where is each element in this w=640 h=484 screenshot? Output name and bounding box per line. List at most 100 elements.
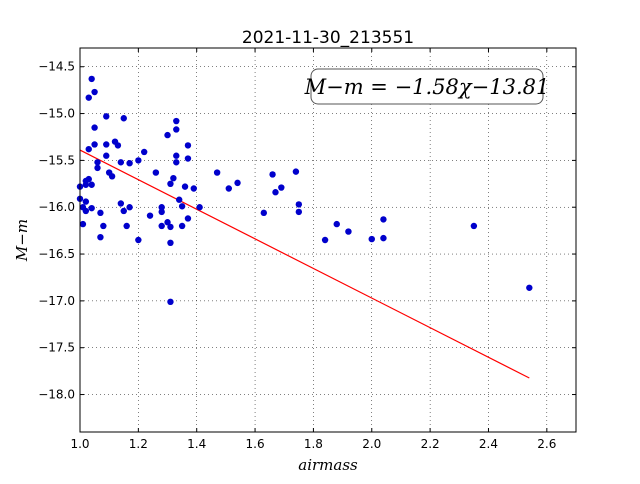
y-tick-label: −14.5	[38, 60, 75, 74]
data-point	[181, 183, 189, 190]
data-point	[164, 131, 171, 139]
data-point	[135, 157, 142, 164]
data-point	[126, 204, 133, 211]
fit-line	[79, 149, 530, 379]
data-point	[140, 148, 148, 156]
grid-layer	[79, 48, 576, 432]
x-tick-label: 2.4	[479, 437, 498, 451]
data-point	[152, 169, 160, 176]
data-point	[120, 115, 127, 122]
data-point	[91, 141, 98, 148]
x-tick-label: 2.0	[362, 437, 381, 451]
y-tick-label: −16.5	[38, 247, 75, 261]
fit-layer	[79, 149, 530, 379]
data-point	[292, 168, 300, 175]
data-point	[126, 160, 133, 167]
data-point	[173, 159, 180, 166]
data-point	[173, 126, 180, 133]
x-tick-label: 1.2	[129, 437, 148, 451]
data-point	[85, 145, 92, 153]
x-tick-label: 1.8	[304, 437, 323, 451]
y-tick-label: −17.0	[38, 294, 75, 308]
data-point	[117, 159, 125, 166]
fit-annotation-box	[310, 68, 544, 105]
data-point	[333, 220, 340, 228]
data-point	[260, 209, 268, 217]
x-tick-label: 1.6	[246, 437, 265, 451]
chart-title: 2021-11-30_213551	[242, 28, 414, 48]
data-point	[91, 124, 98, 131]
tick-layer: 1.0 1.2 1.4 1.6 1.8 2.0 2.2 2.4 2.6 −14.5 −15.0 −15…	[38, 48, 576, 451]
data-point	[368, 235, 375, 243]
data-point	[178, 203, 186, 210]
data-point	[82, 198, 90, 205]
data-point	[173, 152, 180, 159]
data-point	[167, 239, 174, 247]
data-point	[158, 208, 165, 216]
data-point	[278, 184, 285, 191]
data-point	[146, 212, 154, 219]
data-point	[184, 142, 192, 149]
data-point	[170, 174, 177, 182]
data-point	[114, 142, 122, 149]
data-point	[79, 220, 87, 228]
data-point	[100, 222, 107, 230]
plot-frame	[79, 47, 577, 433]
data-point	[88, 181, 95, 188]
data-point	[158, 222, 165, 230]
x-axis-label: airmass	[298, 456, 358, 474]
data-point	[234, 179, 241, 187]
point-layer	[76, 75, 533, 306]
data-point	[103, 152, 110, 159]
data-point	[103, 141, 110, 148]
data-point	[85, 94, 92, 101]
data-point	[470, 222, 478, 230]
data-point	[380, 216, 387, 223]
data-point	[103, 113, 110, 120]
data-point	[190, 185, 197, 192]
data-point	[526, 284, 533, 291]
data-point	[123, 222, 130, 230]
x-tick-label: 1.4	[187, 437, 206, 451]
y-tick-label: −17.5	[38, 341, 75, 355]
x-tick-label: 2.6	[537, 437, 556, 451]
data-point	[82, 181, 90, 188]
data-point	[167, 223, 174, 231]
data-point	[176, 196, 183, 203]
data-point	[120, 207, 127, 215]
fit-annotation-text: M−m = −1.58χ−13.81	[304, 75, 550, 99]
y-tick-label: −15.0	[38, 107, 75, 121]
data-point	[167, 298, 174, 306]
data-point	[269, 171, 276, 178]
data-point	[97, 209, 104, 217]
data-point	[108, 173, 116, 180]
data-point	[91, 88, 98, 96]
data-point	[94, 159, 101, 166]
y-axis-label: M−m	[13, 219, 31, 262]
data-point	[173, 117, 180, 125]
data-point	[135, 236, 142, 244]
x-tick-label: 1.0	[70, 437, 89, 451]
data-point	[213, 169, 221, 176]
y-tick-label: −15.5	[38, 153, 75, 167]
data-point	[345, 228, 352, 235]
data-point	[225, 185, 232, 192]
y-tick-label: −16.0	[38, 200, 75, 214]
data-point	[184, 215, 192, 222]
data-point	[88, 204, 95, 212]
data-point	[272, 189, 279, 196]
data-point	[184, 155, 192, 162]
x-tick-label: 2.2	[421, 437, 440, 451]
data-point	[178, 222, 186, 230]
data-point	[117, 200, 125, 207]
data-point	[94, 164, 101, 172]
data-point	[380, 234, 387, 242]
data-point	[321, 236, 329, 244]
data-point	[164, 219, 171, 226]
data-point	[158, 204, 165, 211]
data-point	[295, 201, 303, 208]
data-point	[88, 75, 95, 83]
y-tick-label: −18.0	[38, 388, 75, 402]
